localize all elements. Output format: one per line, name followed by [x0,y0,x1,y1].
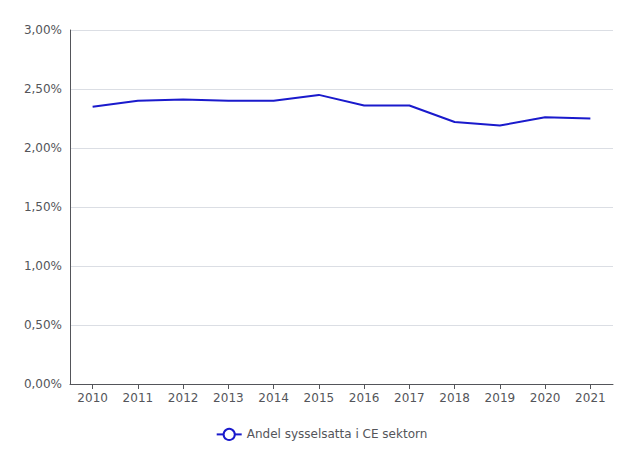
svg-text:2020: 2020 [530,391,561,405]
svg-text:Andel sysselsatta i CE sektorn: Andel sysselsatta i CE sektorn [247,427,428,441]
svg-text:2010: 2010 [77,391,108,405]
svg-text:2011: 2011 [123,391,154,405]
svg-text:2014: 2014 [258,391,289,405]
svg-text:2,00%: 2,00% [24,141,62,155]
svg-text:0,50%: 0,50% [24,318,62,332]
svg-text:2019: 2019 [485,391,516,405]
svg-text:1,00%: 1,00% [24,259,62,273]
svg-text:2016: 2016 [349,391,380,405]
svg-text:2018: 2018 [439,391,470,405]
svg-text:2017: 2017 [394,391,425,405]
svg-text:2,50%: 2,50% [24,82,62,96]
svg-text:1,50%: 1,50% [24,200,62,214]
svg-text:2012: 2012 [168,391,199,405]
svg-text:2013: 2013 [213,391,244,405]
svg-text:0,00%: 0,00% [24,377,62,391]
svg-text:3,00%: 3,00% [24,23,62,37]
svg-text:2015: 2015 [304,391,335,405]
svg-text:2021: 2021 [575,391,606,405]
